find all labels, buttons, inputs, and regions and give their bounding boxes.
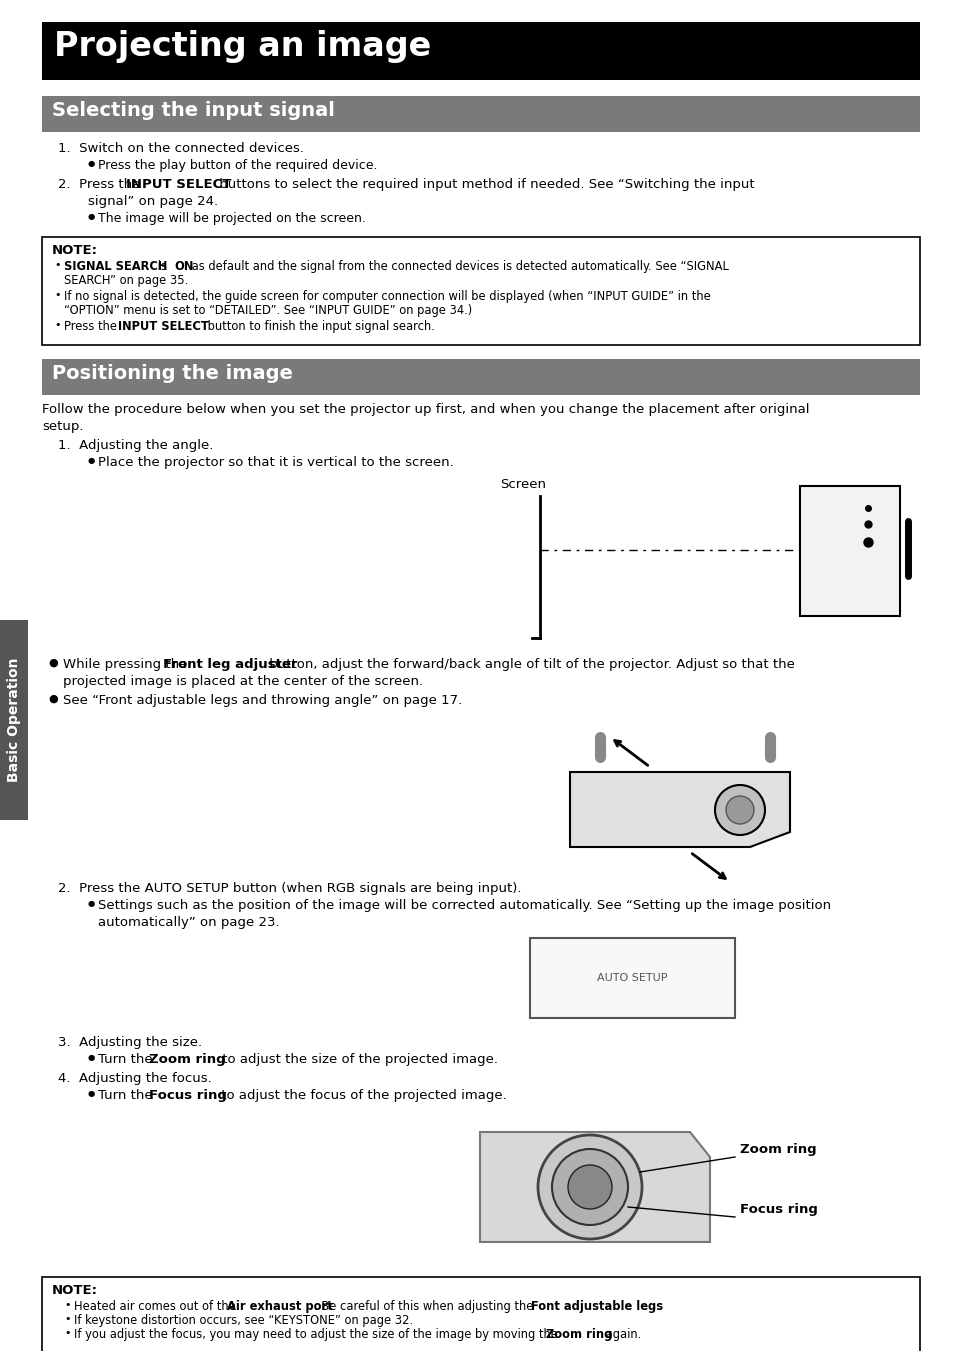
Bar <box>42 96 919 132</box>
Text: Zoom ring: Zoom ring <box>545 1328 612 1342</box>
Text: ON: ON <box>173 259 193 273</box>
Text: Projecting an image: Projecting an image <box>54 30 431 63</box>
Text: 4.  Adjusting the focus.: 4. Adjusting the focus. <box>58 1071 212 1085</box>
Text: ●: ● <box>88 159 95 168</box>
Text: Air exhaust port: Air exhaust port <box>227 1300 333 1313</box>
Text: Zoom ring: Zoom ring <box>740 1143 816 1155</box>
Text: If no signal is detected, the guide screen for computer connection will be displ: If no signal is detected, the guide scre… <box>64 290 710 303</box>
Text: to adjust the focus of the projected image.: to adjust the focus of the projected ima… <box>216 1089 506 1102</box>
Text: again.: again. <box>601 1328 640 1342</box>
Text: Screen: Screen <box>499 478 545 490</box>
Bar <box>800 486 899 616</box>
Text: Font adjustable legs: Font adjustable legs <box>531 1300 662 1313</box>
Text: ●: ● <box>88 457 95 465</box>
Text: ●: ● <box>88 212 95 222</box>
Text: 3.  Adjusting the size.: 3. Adjusting the size. <box>58 1036 202 1048</box>
Text: If keystone distortion occurs, see “KEYSTONE” on page 32.: If keystone distortion occurs, see “KEYS… <box>74 1315 413 1327</box>
Text: button to finish the input signal search.: button to finish the input signal search… <box>204 320 435 332</box>
Bar <box>42 236 919 345</box>
Text: projected image is placed at the center of the screen.: projected image is placed at the center … <box>63 676 423 688</box>
Text: Positioning the image: Positioning the image <box>52 363 293 382</box>
Text: ●: ● <box>88 1052 95 1062</box>
Bar <box>0 620 28 820</box>
Text: Focus ring: Focus ring <box>149 1089 227 1102</box>
Text: buttons to select the required input method if needed. See “Switching the input: buttons to select the required input met… <box>214 178 754 190</box>
Text: signal” on page 24.: signal” on page 24. <box>88 195 218 208</box>
Text: SIGNAL SEARCH: SIGNAL SEARCH <box>64 259 167 273</box>
Text: . Be careful of this when adjusting the: . Be careful of this when adjusting the <box>314 1300 537 1313</box>
Text: •: • <box>54 290 60 300</box>
Bar <box>42 359 919 394</box>
Text: automatically” on page 23.: automatically” on page 23. <box>98 916 279 929</box>
Text: Settings such as the position of the image will be corrected automatically. See : Settings such as the position of the ima… <box>98 898 830 912</box>
Text: is: is <box>153 259 171 273</box>
Text: Selecting the input signal: Selecting the input signal <box>52 101 335 120</box>
Text: •: • <box>54 259 60 270</box>
Text: setup.: setup. <box>42 420 84 434</box>
Text: While pressing the: While pressing the <box>63 658 192 671</box>
Text: 1.  Adjusting the angle.: 1. Adjusting the angle. <box>58 439 213 453</box>
Text: .: . <box>643 1300 647 1313</box>
Text: INPUT SELECT: INPUT SELECT <box>126 178 232 190</box>
Text: ●: ● <box>48 658 58 667</box>
Text: Press the: Press the <box>64 320 120 332</box>
Polygon shape <box>569 771 789 847</box>
Text: Basic Operation: Basic Operation <box>7 658 21 782</box>
Text: button, adjust the forward/back angle of tilt of the projector. Adjust so that t: button, adjust the forward/back angle of… <box>265 658 794 671</box>
Text: See “Front adjustable legs and throwing angle” on page 17.: See “Front adjustable legs and throwing … <box>63 694 462 707</box>
Text: •: • <box>64 1328 71 1337</box>
Text: SEARCH” on page 35.: SEARCH” on page 35. <box>64 274 188 286</box>
Text: AUTO SETUP: AUTO SETUP <box>597 973 667 984</box>
Text: ●: ● <box>88 898 95 908</box>
Text: Press the play button of the required device.: Press the play button of the required de… <box>98 159 377 172</box>
Text: The image will be projected on the screen.: The image will be projected on the scree… <box>98 212 366 226</box>
Text: Focus ring: Focus ring <box>740 1202 817 1216</box>
Text: •: • <box>54 320 60 330</box>
Text: INPUT SELECT: INPUT SELECT <box>118 320 209 332</box>
Text: NOTE:: NOTE: <box>52 1283 98 1297</box>
Text: NOTE:: NOTE: <box>52 245 98 257</box>
Text: Front leg adjuster: Front leg adjuster <box>163 658 297 671</box>
Text: “OPTION” menu is set to “DETAILED”. See “INPUT GUIDE” on page 34.): “OPTION” menu is set to “DETAILED”. See … <box>64 304 472 317</box>
Text: 2.  Press the: 2. Press the <box>58 178 145 190</box>
Text: •: • <box>64 1300 71 1310</box>
Polygon shape <box>479 1132 709 1242</box>
Circle shape <box>537 1135 641 1239</box>
Text: Turn the: Turn the <box>98 1052 156 1066</box>
Text: •: • <box>64 1315 71 1324</box>
Text: ●: ● <box>48 694 58 704</box>
Text: 2.  Press the AUTO SETUP button (when RGB signals are being input).: 2. Press the AUTO SETUP button (when RGB… <box>58 882 521 894</box>
Text: Turn the: Turn the <box>98 1089 156 1102</box>
Text: ●: ● <box>88 1089 95 1098</box>
Text: Heated air comes out of the: Heated air comes out of the <box>74 1300 239 1313</box>
Circle shape <box>552 1148 627 1225</box>
Text: Place the projector so that it is vertical to the screen.: Place the projector so that it is vertic… <box>98 457 454 469</box>
Circle shape <box>714 785 764 835</box>
Text: as default and the signal from the connected devices is detected automatically. : as default and the signal from the conne… <box>188 259 728 273</box>
Text: 1.  Switch on the connected devices.: 1. Switch on the connected devices. <box>58 142 304 155</box>
Text: Zoom ring: Zoom ring <box>149 1052 226 1066</box>
Bar <box>42 1277 919 1351</box>
Bar <box>42 22 919 80</box>
Text: If you adjust the focus, you may need to adjust the size of the image by moving : If you adjust the focus, you may need to… <box>74 1328 561 1342</box>
Circle shape <box>567 1165 612 1209</box>
Bar <box>530 938 734 1019</box>
Circle shape <box>725 796 753 824</box>
Text: to adjust the size of the projected image.: to adjust the size of the projected imag… <box>218 1052 497 1066</box>
Text: Follow the procedure below when you set the projector up first, and when you cha: Follow the procedure below when you set … <box>42 403 809 416</box>
